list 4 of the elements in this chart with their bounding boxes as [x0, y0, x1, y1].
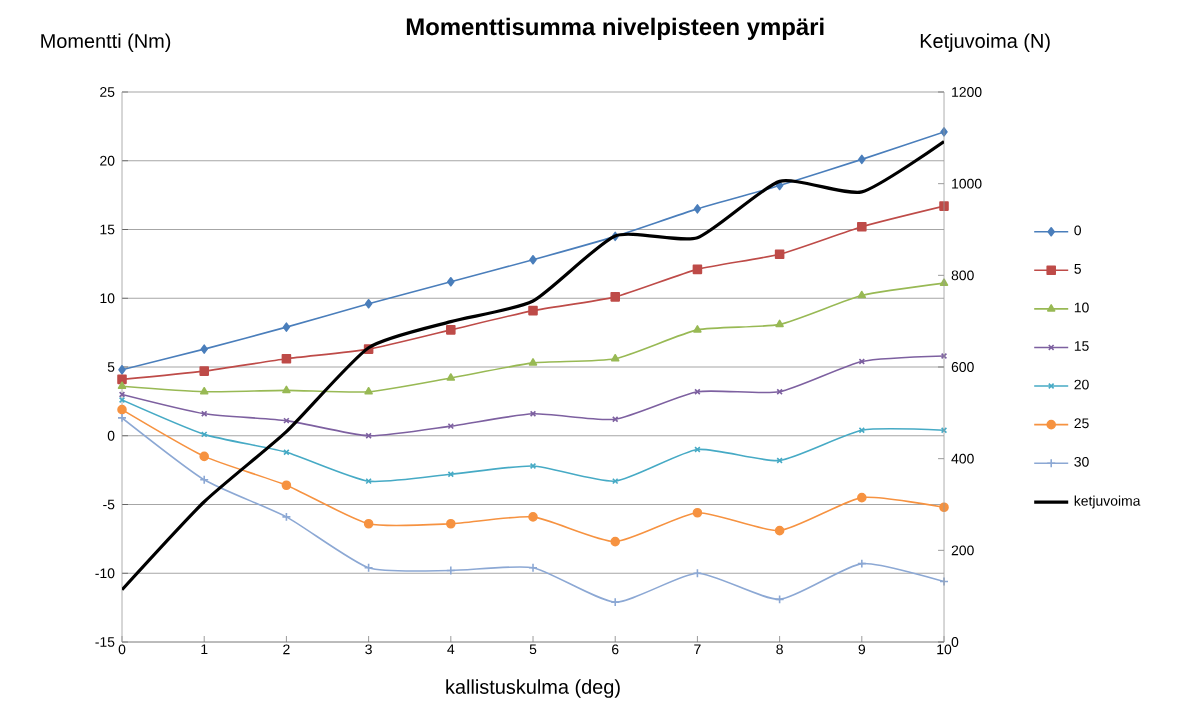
chart-title: Momenttisumma nivelpisteen ympäri	[406, 17, 824, 40]
x-axis-title: kallistuskulma (deg)	[446, 679, 620, 698]
y2-axis-title: Ketjuvoima (N)	[920, 33, 1050, 52]
y-axis-title: Momentti (Nm)	[41, 33, 171, 52]
